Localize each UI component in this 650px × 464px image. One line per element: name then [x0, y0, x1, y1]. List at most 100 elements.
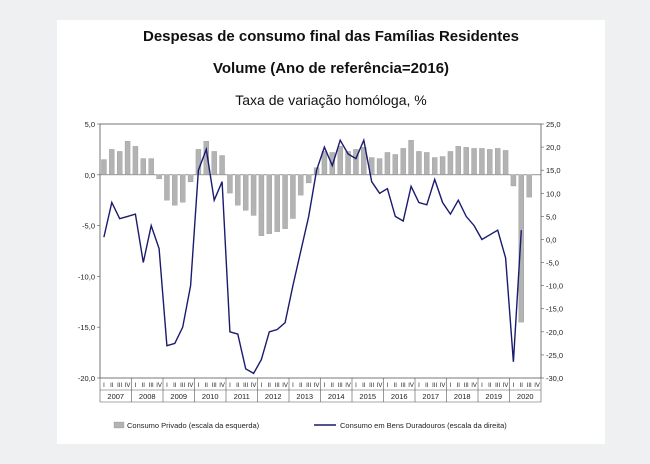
- year-label: 2010: [202, 392, 219, 401]
- quarter-label: I: [166, 383, 168, 389]
- bar-consumo-privado: [187, 174, 194, 183]
- quarter-label: II: [268, 383, 272, 389]
- quarter-label: II: [331, 383, 335, 389]
- quarter-label: II: [457, 383, 461, 389]
- quarter-label: III: [338, 383, 343, 389]
- bar-consumo-privado: [101, 159, 107, 175]
- quarter-label: III: [401, 383, 406, 389]
- bar-consumo-privado: [479, 148, 485, 175]
- bar-consumo-privado: [337, 146, 343, 175]
- bar-consumo-privado: [518, 174, 524, 323]
- quarter-label: III: [117, 383, 122, 389]
- bar-consumo-privado: [455, 146, 461, 175]
- quarter-label: IV: [345, 383, 351, 389]
- quarter-label: I: [450, 383, 452, 389]
- bar-consumo-privado: [140, 158, 146, 175]
- quarter-label: I: [418, 383, 420, 389]
- bar-consumo-privado: [243, 174, 249, 211]
- quarter-label: IV: [471, 383, 477, 389]
- bar-consumo-privado: [447, 151, 454, 175]
- year-label: 2018: [454, 392, 471, 401]
- legend-line-label: Consumo em Bens Duradouros (escala da di…: [340, 421, 507, 430]
- year-label: 2007: [107, 392, 124, 401]
- bar-consumo-privado: [290, 174, 296, 219]
- bar-consumo-privado: [117, 151, 123, 175]
- quarter-label: I: [481, 383, 483, 389]
- right-tick-label: -25,0: [546, 351, 563, 360]
- quarter-label: II: [173, 383, 177, 389]
- quarter-label: III: [432, 383, 437, 389]
- bar-consumo-privado: [274, 174, 280, 232]
- right-tick-label: 10,0: [546, 189, 561, 198]
- quarter-label: IV: [534, 383, 540, 389]
- quarter-label: III: [495, 383, 500, 389]
- bar-consumo-privado: [172, 174, 178, 206]
- left-tick-label: -20,0: [78, 374, 95, 383]
- bar-consumo-privado: [376, 158, 383, 175]
- bar-consumo-privado: [148, 158, 154, 175]
- quarter-label: II: [299, 383, 303, 389]
- chart-subtitle: Volume (Ano de referência=2016): [212, 60, 450, 77]
- quarter-label: I: [135, 383, 137, 389]
- bar-consumo-privado: [495, 148, 501, 175]
- quarter-label: I: [229, 383, 231, 389]
- year-label: 2012: [265, 392, 282, 401]
- bar-consumo-privado: [298, 174, 304, 196]
- quarter-label: IV: [188, 383, 194, 389]
- right-tick-label: -5,0: [546, 259, 559, 268]
- quarter-label: III: [180, 383, 185, 389]
- quarter-label: III: [212, 383, 217, 389]
- quarter-label: IV: [440, 383, 446, 389]
- bar-consumo-privado: [132, 146, 139, 175]
- bar-consumo-privado: [353, 149, 359, 175]
- quarter-label: IV: [282, 383, 288, 389]
- chart-svg: 5,0 0,0 -5,0 -10,0 -15,0 -20,0 25,0 20,0 15,0 10,…: [78, 120, 563, 430]
- right-tick-label: -20,0: [546, 328, 563, 337]
- left-tick-label: 5,0: [85, 120, 95, 129]
- bar-consumo-privado: [211, 151, 217, 175]
- quarter-label: II: [488, 383, 492, 389]
- bar-consumo-privado: [282, 174, 288, 229]
- right-tick-label: 0,0: [546, 235, 556, 244]
- bar-consumo-privado: [266, 174, 272, 234]
- quarter-label: IV: [503, 383, 509, 389]
- bar-consumo-privado: [203, 141, 209, 175]
- quarter-label: I: [387, 383, 389, 389]
- legend-bar-swatch: [113, 421, 125, 429]
- quarter-label: I: [198, 383, 200, 389]
- year-label: 2011: [234, 392, 250, 401]
- chart-subtitle-2: Taxa de variação homóloga, %: [235, 92, 427, 108]
- bar-consumo-privado: [384, 152, 391, 175]
- year-label: 2016: [391, 392, 408, 401]
- bar-consumo-privado: [109, 149, 115, 175]
- left-tick-label: -10,0: [78, 272, 95, 281]
- bar-consumo-privado: [439, 156, 446, 175]
- bar-consumo-privado: [124, 141, 131, 175]
- bar-consumo-privado: [392, 154, 398, 175]
- quarter-label: III: [369, 383, 374, 389]
- bar-consumo-privado: [345, 151, 351, 175]
- bar-consumo-privado: [227, 174, 233, 194]
- chart-title: Despesas de consumo final das Famílias R…: [143, 28, 519, 45]
- quarter-label: II: [205, 383, 209, 389]
- right-tick-label: -15,0: [546, 305, 563, 314]
- bar-consumo-privado: [424, 152, 430, 175]
- chart-card: Despesas de consumo final das Famílias R…: [57, 20, 605, 444]
- bar-consumo-privado: [408, 140, 414, 175]
- legend-bar-label: Consumo Privado (escala da esquerda): [127, 421, 260, 430]
- year-label: 2015: [359, 392, 376, 401]
- year-label: 2009: [170, 392, 187, 401]
- quarter-label: IV: [125, 383, 131, 389]
- right-tick-label: -30,0: [546, 374, 563, 383]
- bar-consumo-privado: [258, 174, 265, 236]
- year-label: 2008: [139, 392, 156, 401]
- quarter-label: II: [520, 383, 524, 389]
- bar-consumo-privado: [164, 174, 170, 201]
- bar-consumo-privado: [235, 174, 241, 206]
- year-label: 2013: [296, 392, 313, 401]
- bar-consumo-privado: [432, 157, 438, 175]
- left-tick-label: -5,0: [82, 222, 95, 231]
- right-tick-label: 5,0: [546, 212, 556, 221]
- bar-consumo-privado: [463, 147, 469, 175]
- quarter-label: III: [306, 383, 311, 389]
